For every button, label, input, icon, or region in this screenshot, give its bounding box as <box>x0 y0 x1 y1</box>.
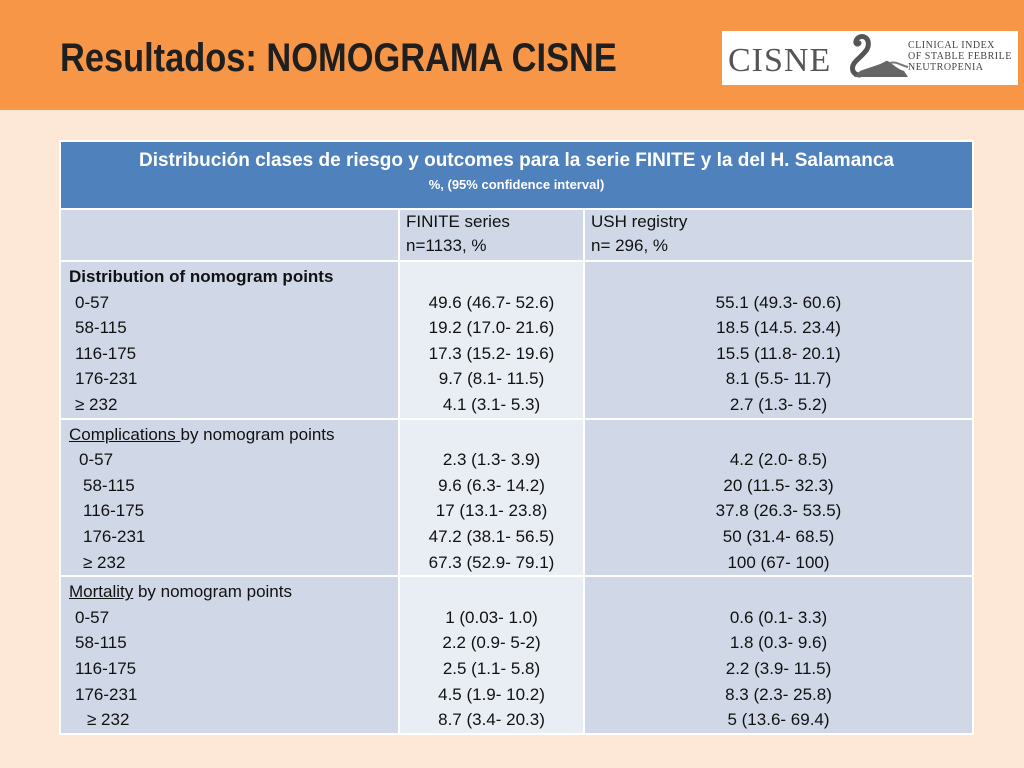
cell-value: 50 (31.4- 68.5) <box>722 526 835 546</box>
row-label: 116-175 <box>75 343 137 363</box>
header-bar: Resultados: NOMOGRAMA CISNE CISNE CLINIC… <box>0 0 1024 110</box>
column-header-ush: USH registry n= 296, % <box>583 208 974 262</box>
cell-value: 17 (13.1- 23.8) <box>435 501 548 521</box>
section-heading: Mortality by nomogram points <box>61 579 398 605</box>
cell-value: 2.3 (1.3- 3.9) <box>442 450 541 470</box>
column-n: n= 296, % <box>591 236 669 255</box>
cell-value: 8.7 (3.4- 20.3) <box>438 710 545 730</box>
section-heading: Distribution of nomogram points <box>69 267 334 286</box>
row-labels: Distribution of nomogram points 0-57 58-… <box>59 260 400 420</box>
row-label: 116-175 <box>83 501 145 521</box>
cell-value: 4.5 (1.9- 10.2) <box>438 684 545 704</box>
logo-subtitle: CLINICAL INDEX OF STABLE FEBRILE NEUTROP… <box>908 40 1012 73</box>
row-label: ≥ 232 <box>87 710 130 730</box>
cell-value: 20 (11.5- 32.3) <box>723 475 834 495</box>
row-label: ≥ 232 <box>83 552 126 572</box>
cell-value: 8.1 (5.5- 11.7) <box>725 369 832 389</box>
cell-value: 37.8 (26.3- 53.5) <box>715 501 842 521</box>
row-label: 176-231 <box>75 684 138 704</box>
row-label: 116-175 <box>75 658 137 678</box>
finite-values: 49.6 (46.7- 52.6) 19.2 (17.0- 21.6) 17.3… <box>398 260 585 420</box>
row-label: 58-115 <box>75 318 127 338</box>
ush-values: 4.2 (2.0- 8.5) 20 (11.5- 32.3) 37.8 (26.… <box>583 417 974 578</box>
cell-value: 2.2 (0.9- 5-2) <box>442 633 541 653</box>
row-label: 0-57 <box>75 292 110 312</box>
cell-value: 0.6 (0.1- 3.3) <box>729 607 828 627</box>
logo-sub-line: OF STABLE FEBRILE <box>908 51 1012 62</box>
row-label: 58-115 <box>83 475 135 495</box>
cell-value: 49.6 (46.7- 52.6) <box>428 292 555 312</box>
swan-icon <box>850 34 909 78</box>
column-n: n=1133, % <box>406 236 487 255</box>
finite-values: 2.3 (1.3- 3.9) 9.6 (6.3- 14.2) 17 (13.1-… <box>398 417 585 578</box>
table-row-mortality: Mortality by nomogram points 0-57 58-115… <box>59 575 974 735</box>
row-label: 176-231 <box>83 526 146 546</box>
row-label: ≥ 232 <box>75 394 118 414</box>
table-title: Distribución clases de riesgo y outcomes… <box>138 150 895 171</box>
cell-value: 67.3 (52.9- 79.1) <box>428 552 555 572</box>
cell-value: 17.3 (15.2- 19.6) <box>428 343 555 363</box>
row-label: 0-57 <box>79 450 114 470</box>
heading-underlined: Mortality <box>69 582 134 602</box>
slide-title: Resultados: NOMOGRAMA CISNE <box>60 36 617 80</box>
cell-value: 8.3 (2.3- 25.8) <box>725 684 832 704</box>
ush-values: 55.1 (49.3- 60.6) 18.5 (14.5. 23.4) 15.5… <box>583 260 974 420</box>
cisne-logo: CISNE CLINICAL INDEX OF STABLE FEBRILE N… <box>722 31 1018 85</box>
cell-value: 55.1 (49.3- 60.6) <box>715 292 842 312</box>
column-header-finite: FINITE series n=1133, % <box>398 208 585 262</box>
cell-value: 100 (67- 100) <box>727 552 830 572</box>
table-subtitle: %, (95% confidence interval) <box>428 177 605 192</box>
heading-rest: by nomogram points <box>180 424 335 444</box>
row-label: 0-57 <box>75 607 110 627</box>
table-row-distribution: Distribution of nomogram points 0-57 58-… <box>59 260 974 420</box>
logo-sub-line: NEUTROPENIA <box>908 62 984 73</box>
cell-value: 2.5 (1.1- 5.8) <box>442 658 541 678</box>
cell-value: 9.6 (6.3- 14.2) <box>438 475 545 495</box>
table-row-complications: Complications by nomogram points 0-57 58… <box>59 417 974 578</box>
cell-value: 5 (13.6- 69.4) <box>727 710 830 730</box>
cell-value: 19.2 (17.0- 21.6) <box>428 318 555 338</box>
heading-rest: by nomogram points <box>133 582 292 602</box>
cell-value: 4.2 (2.0- 8.5) <box>729 450 828 470</box>
row-labels: Complications by nomogram points 0-57 58… <box>59 417 400 578</box>
column-name: FINITE series <box>406 212 510 231</box>
column-name: USH registry <box>591 212 688 231</box>
cell-value: 2.7 (1.3- 5.2) <box>729 394 828 414</box>
cell-value: 18.5 (14.5. 23.4) <box>716 318 841 338</box>
row-label: 58-115 <box>75 633 127 653</box>
empty-header-cell <box>59 208 400 262</box>
cell-value: 15.5 (11.8- 20.1) <box>716 343 841 363</box>
cell-value: 1 (0.03- 1.0) <box>445 607 538 627</box>
cell-value: 9.7 (8.1- 11.5) <box>438 369 545 389</box>
results-table: Distribución clases de riesgo y outcomes… <box>59 140 974 735</box>
logo-word: CISNE <box>728 42 832 79</box>
cell-value: 4.1 (3.1- 5.3) <box>442 394 541 414</box>
logo-sub-line: CLINICAL INDEX <box>908 40 995 51</box>
cell-value: 1.8 (0.3- 9.6) <box>729 633 828 653</box>
table-title-cell: Distribución clases de riesgo y outcomes… <box>59 140 974 210</box>
cell-value: 47.2 (38.1- 56.5) <box>428 526 555 546</box>
section-heading: Complications by nomogram points <box>61 422 398 448</box>
heading-underlined: Complications <box>69 424 181 444</box>
ush-values: 0.6 (0.1- 3.3) 1.8 (0.3- 9.6) 2.2 (3.9- … <box>583 575 974 735</box>
row-labels: Mortality by nomogram points 0-57 58-115… <box>59 575 400 735</box>
row-label: 176-231 <box>75 369 138 389</box>
finite-values: 1 (0.03- 1.0) 2.2 (0.9- 5-2) 2.5 (1.1- 5… <box>398 575 585 735</box>
cell-value: 2.2 (3.9- 11.5) <box>725 658 832 678</box>
